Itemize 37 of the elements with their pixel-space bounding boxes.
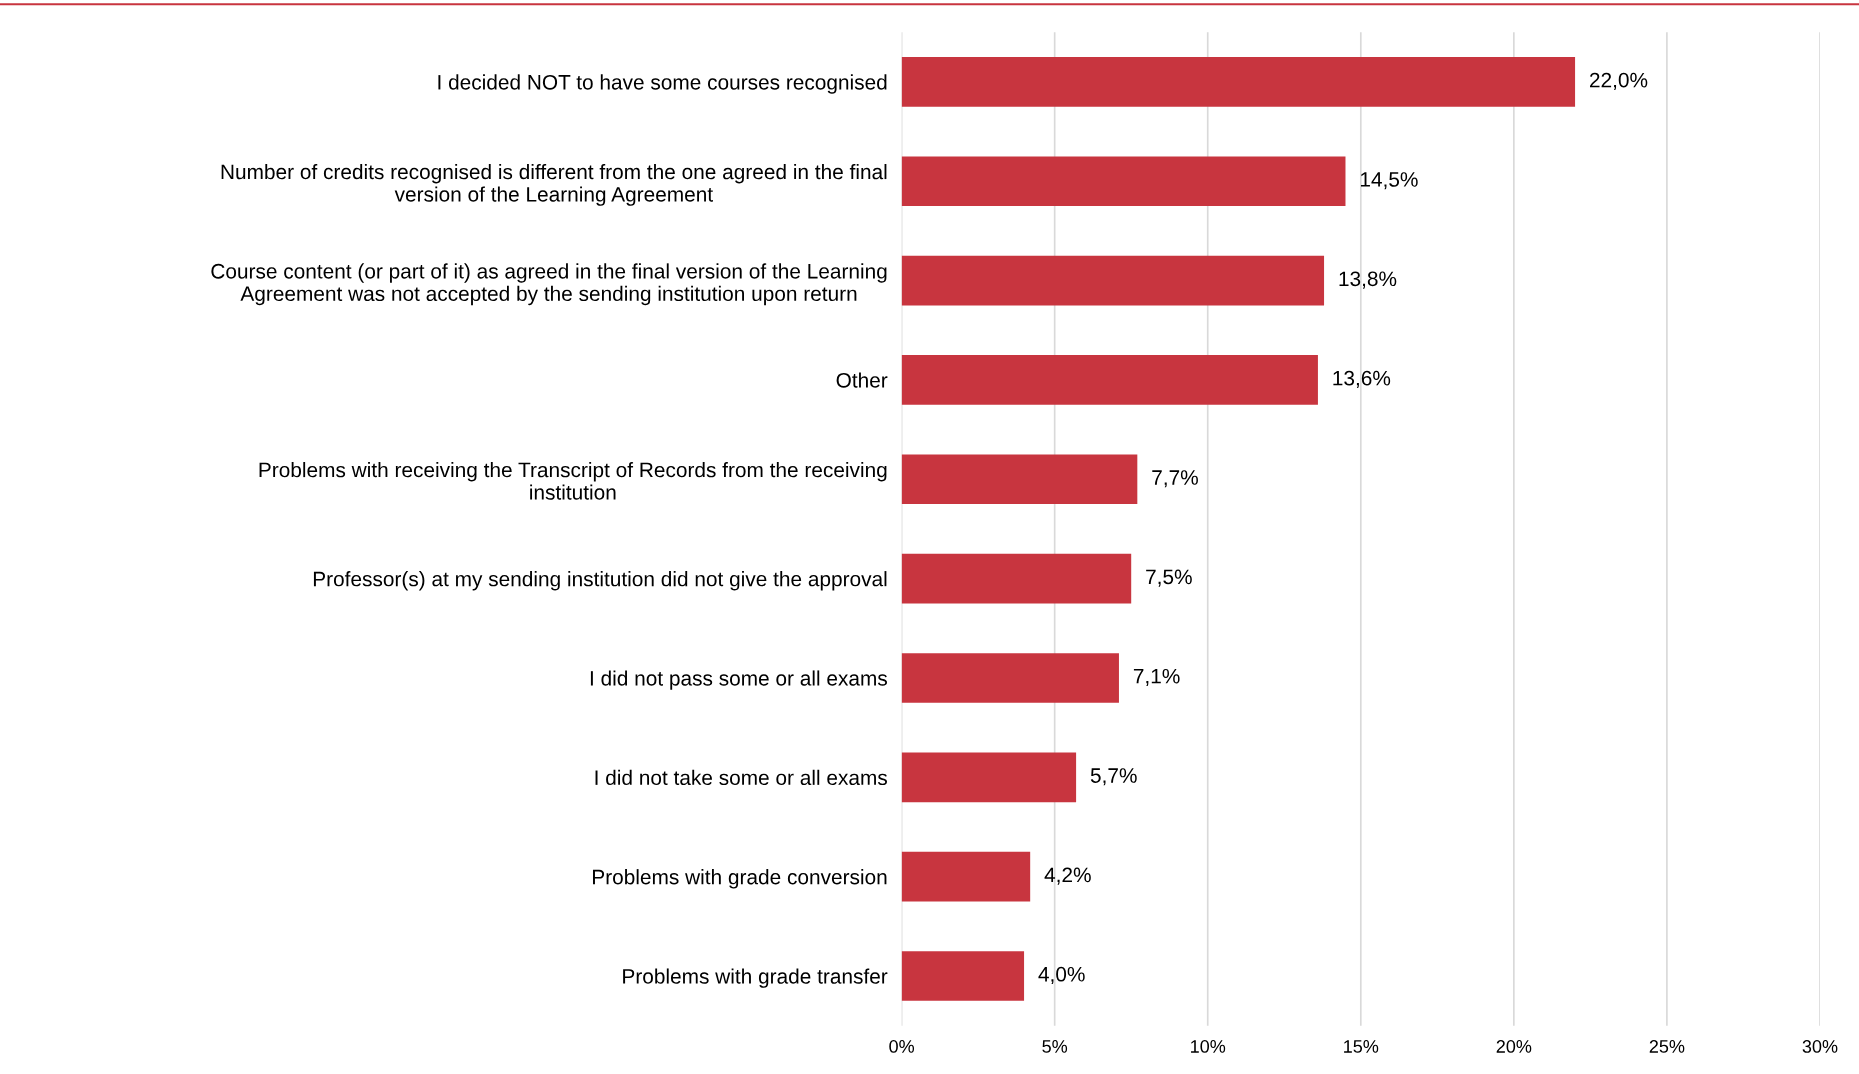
data-label: 13,6%	[1333, 370, 1391, 388]
y-tick-label: Problems with grade conversion	[593, 869, 887, 889]
y-tick-label: Problems with grade transfer	[623, 968, 888, 988]
x-tick-label: 15%	[1344, 1040, 1379, 1053]
y-tick-label: I did not take some or all exams	[595, 769, 887, 786]
data-label: 14,5%	[1360, 172, 1418, 190]
bar	[901, 255, 1325, 306]
x-tick-label: 5%	[1042, 1040, 1068, 1053]
x-tick-label: 0%	[889, 1040, 915, 1053]
x-tick-label: 30%	[1802, 1040, 1838, 1053]
y-tick-label: Problems with receiving the Transcript of Records from the receiving institution	[259, 462, 887, 500]
data-label: 7,5%	[1146, 569, 1192, 587]
bar	[901, 851, 1031, 902]
y-tick-label: Professor(s) at my sending institution did not give the approval	[313, 571, 887, 591]
y-tick-label: Other	[836, 372, 888, 388]
bar	[901, 57, 1576, 107]
y-tick-label: Number of credits recognised is different from the one agreed in the final version of the Learning Agreement	[221, 163, 887, 206]
data-label: 13,8%	[1339, 271, 1397, 289]
bar	[901, 653, 1119, 703]
x-tick-label: 10%	[1191, 1040, 1226, 1053]
bar	[901, 752, 1077, 803]
x-tick-label: 20%	[1496, 1040, 1532, 1053]
y-tick-label: I decided NOT to have some courses recognised	[438, 74, 887, 94]
data-label: 5,7%	[1090, 768, 1137, 786]
bar	[901, 553, 1132, 604]
data-label: 22,0%	[1590, 72, 1648, 90]
bar	[901, 951, 1025, 1001]
data-label: 7,1%	[1133, 668, 1180, 687]
data-label: 4,2%	[1044, 867, 1091, 885]
bar	[901, 355, 1318, 405]
bar	[901, 156, 1346, 207]
data-label: 4,0%	[1038, 966, 1085, 985]
y-tick-label: Course content (or part of it) as agreed in the final version of the Learning Agreement was not accepted by the sending institution upon return	[211, 263, 887, 306]
x-tick-label: 25%	[1649, 1040, 1685, 1053]
data-label: 7,7%	[1152, 470, 1198, 488]
bar	[901, 454, 1138, 505]
y-tick-label: I did not pass some or all exams	[590, 670, 887, 690]
